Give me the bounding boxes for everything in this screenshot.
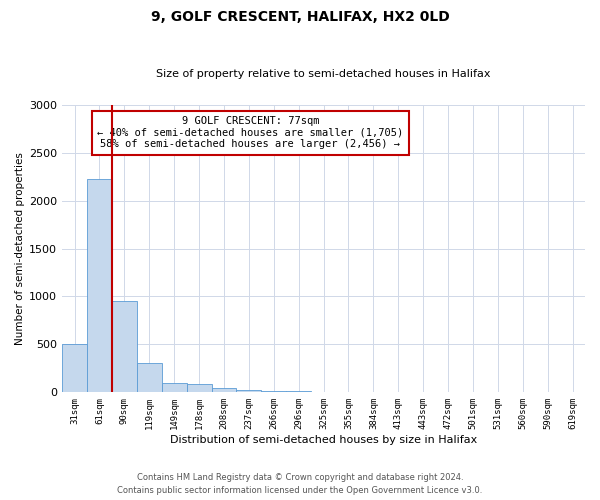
Bar bbox=[62, 344, 87, 393]
Bar bbox=[137, 362, 162, 392]
Text: 9, GOLF CRESCENT, HALIFAX, HX2 0LD: 9, GOLF CRESCENT, HALIFAX, HX2 0LD bbox=[151, 10, 449, 24]
Bar bbox=[87, 178, 112, 392]
Bar bbox=[162, 383, 187, 392]
Bar bbox=[187, 384, 212, 392]
Bar bbox=[262, 391, 286, 392]
Title: Size of property relative to semi-detached houses in Halifax: Size of property relative to semi-detach… bbox=[157, 69, 491, 79]
Bar bbox=[236, 390, 262, 392]
X-axis label: Distribution of semi-detached houses by size in Halifax: Distribution of semi-detached houses by … bbox=[170, 435, 477, 445]
Text: 9 GOLF CRESCENT: 77sqm
← 40% of semi-detached houses are smaller (1,705)
58% of : 9 GOLF CRESCENT: 77sqm ← 40% of semi-det… bbox=[97, 116, 404, 150]
Y-axis label: Number of semi-detached properties: Number of semi-detached properties bbox=[15, 152, 25, 345]
Bar bbox=[212, 388, 236, 392]
Text: Contains HM Land Registry data © Crown copyright and database right 2024.
Contai: Contains HM Land Registry data © Crown c… bbox=[118, 474, 482, 495]
Bar bbox=[112, 302, 137, 392]
